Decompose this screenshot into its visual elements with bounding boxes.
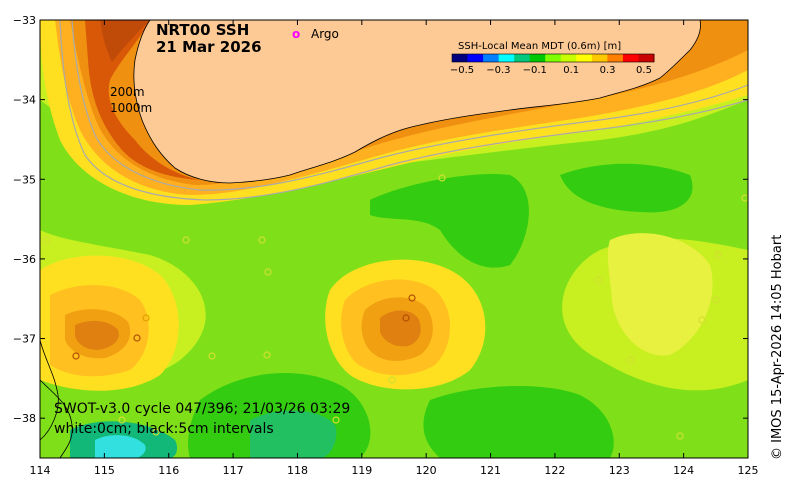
argo-marker — [42, 236, 50, 244]
y-axis: −33 −34 −35 −36 −37 −38 — [13, 14, 36, 425]
colorbar-tick-label: −0.1 — [523, 65, 547, 76]
x-tick-label: 124 — [673, 464, 694, 477]
argo-marker — [402, 314, 410, 322]
x-tick-label: 117 — [223, 464, 244, 477]
colorbar-swatch — [452, 54, 469, 62]
ssh-warm-eddy-west-center — [75, 320, 119, 350]
colorbar-swatch — [483, 54, 500, 62]
argo-marker — [676, 432, 684, 440]
colorbar-swatches — [452, 54, 655, 62]
ssh-warm-eddy-center-inner — [380, 310, 421, 347]
x-tick-label: 118 — [287, 464, 308, 477]
colorbar-swatch — [467, 54, 484, 62]
argo-marker — [133, 334, 141, 342]
ssh-coastal-darkred-core — [100, 20, 150, 62]
ssh-green-eddy-southeast — [423, 385, 614, 458]
x-tick-label: 116 — [158, 464, 179, 477]
y-tick-label: −36 — [13, 253, 36, 266]
x-tick-label: 119 — [351, 464, 372, 477]
argo-marker — [438, 174, 446, 182]
argo-legend-symbol: o — [292, 27, 300, 41]
colorbar-frame — [451, 53, 655, 63]
colorbar-swatch — [498, 54, 515, 62]
colorbar-tick-label: 0.1 — [563, 65, 579, 76]
colorbar-swatch — [514, 54, 531, 62]
x-tick-label: 125 — [738, 464, 759, 477]
map-plot-area — [40, 20, 748, 458]
plot-frame — [39, 19, 749, 459]
argo-marker — [712, 296, 720, 304]
ssh-cyan-core-south — [95, 435, 146, 458]
argo-marker — [594, 276, 602, 284]
argo-marker — [332, 416, 340, 424]
bathymetry-200m-contour — [71, 20, 748, 191]
colorbar-tick-label: 0.3 — [600, 65, 616, 76]
argo-marker — [408, 294, 416, 302]
colorbar-swatch — [638, 54, 655, 62]
ssh-green-eddy-center — [370, 174, 529, 268]
y-tick-label: −38 — [13, 412, 36, 425]
x-axis: 114 115 116 117 118 119 120 121 122 123 124 125 — [30, 464, 759, 477]
colorbar-swatch — [607, 54, 624, 62]
ssh-warm-blob-east — [607, 233, 713, 356]
argo-legend-label: Argo — [311, 27, 339, 41]
swot-info-line1: SWOT-v3.0 cycle 047/396; 21/03/26 03:29 — [54, 401, 350, 417]
argo-marker — [182, 236, 190, 244]
x-tick-label: 122 — [544, 464, 565, 477]
argo-marker — [118, 416, 126, 424]
y-tick-label: −33 — [13, 14, 36, 27]
argo-marker — [714, 251, 722, 259]
x-tick-label: 115 — [94, 464, 115, 477]
imos-credit: © IMOS 15-Apr-2026 14:05 Hobart — [770, 235, 785, 460]
colorbar: SSH-Local Mean MDT (0.6m) [m] −0.5 −0.3 −0… — [450, 41, 655, 76]
argo-marker — [388, 376, 396, 384]
colorbar-swatch — [591, 54, 608, 62]
map-title-line1: NRT00 SSH — [156, 21, 249, 39]
x-tick-label: 120 — [416, 464, 437, 477]
argo-marker — [626, 356, 634, 364]
bathymetry-1000m-contour — [59, 20, 748, 201]
colorbar-swatch — [545, 54, 562, 62]
argo-marker — [142, 314, 150, 322]
colorbar-tick-label: 0.5 — [636, 65, 652, 76]
depth-label-200m: 200m — [110, 85, 145, 99]
argo-marker — [263, 351, 271, 359]
colorbar-swatch — [622, 54, 639, 62]
ssh-black-contour-west-2 — [40, 379, 73, 458]
ssh-coastal-red-band — [85, 20, 200, 180]
x-tick-label: 123 — [609, 464, 630, 477]
colorbar-swatch — [576, 54, 593, 62]
axis-ticks — [39, 19, 749, 458]
colorbar-swatch — [560, 54, 577, 62]
y-tick-label: −35 — [13, 173, 36, 186]
y-tick-label: −37 — [13, 333, 36, 346]
argo-marker — [258, 236, 266, 244]
colorbar-swatch — [529, 54, 546, 62]
colorbar-tick-labels: −0.5 −0.3 −0.1 0.1 0.3 0.5 — [450, 65, 652, 76]
x-tick-label: 114 — [30, 464, 51, 477]
argo-marker — [152, 428, 160, 436]
colorbar-title: SSH-Local Mean MDT (0.6m) [m] — [458, 41, 621, 52]
y-tick-label: −34 — [13, 94, 36, 107]
map-title-line2: 21 Mar 2026 — [156, 38, 262, 56]
depth-label-1000m: 1000m — [110, 101, 152, 115]
argo-markers — [42, 174, 749, 440]
colorbar-tick-label: −0.5 — [450, 65, 474, 76]
swot-info-line2: white:0cm; black:5cm intervals — [54, 421, 274, 437]
argo-marker — [698, 316, 706, 324]
ssh-black-contour-west — [40, 339, 59, 441]
ssh-teal-eddy-southcentral — [250, 410, 337, 458]
argo-marker — [72, 352, 80, 360]
argo-marker — [208, 352, 216, 360]
ssh-green-eddy-east — [560, 163, 693, 213]
argo-marker — [264, 268, 272, 276]
colorbar-tick-label: −0.3 — [486, 65, 510, 76]
x-tick-label: 121 — [480, 464, 501, 477]
